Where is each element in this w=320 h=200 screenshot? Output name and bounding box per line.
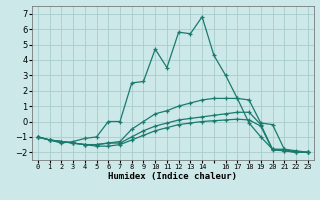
X-axis label: Humidex (Indice chaleur): Humidex (Indice chaleur) <box>108 172 237 181</box>
